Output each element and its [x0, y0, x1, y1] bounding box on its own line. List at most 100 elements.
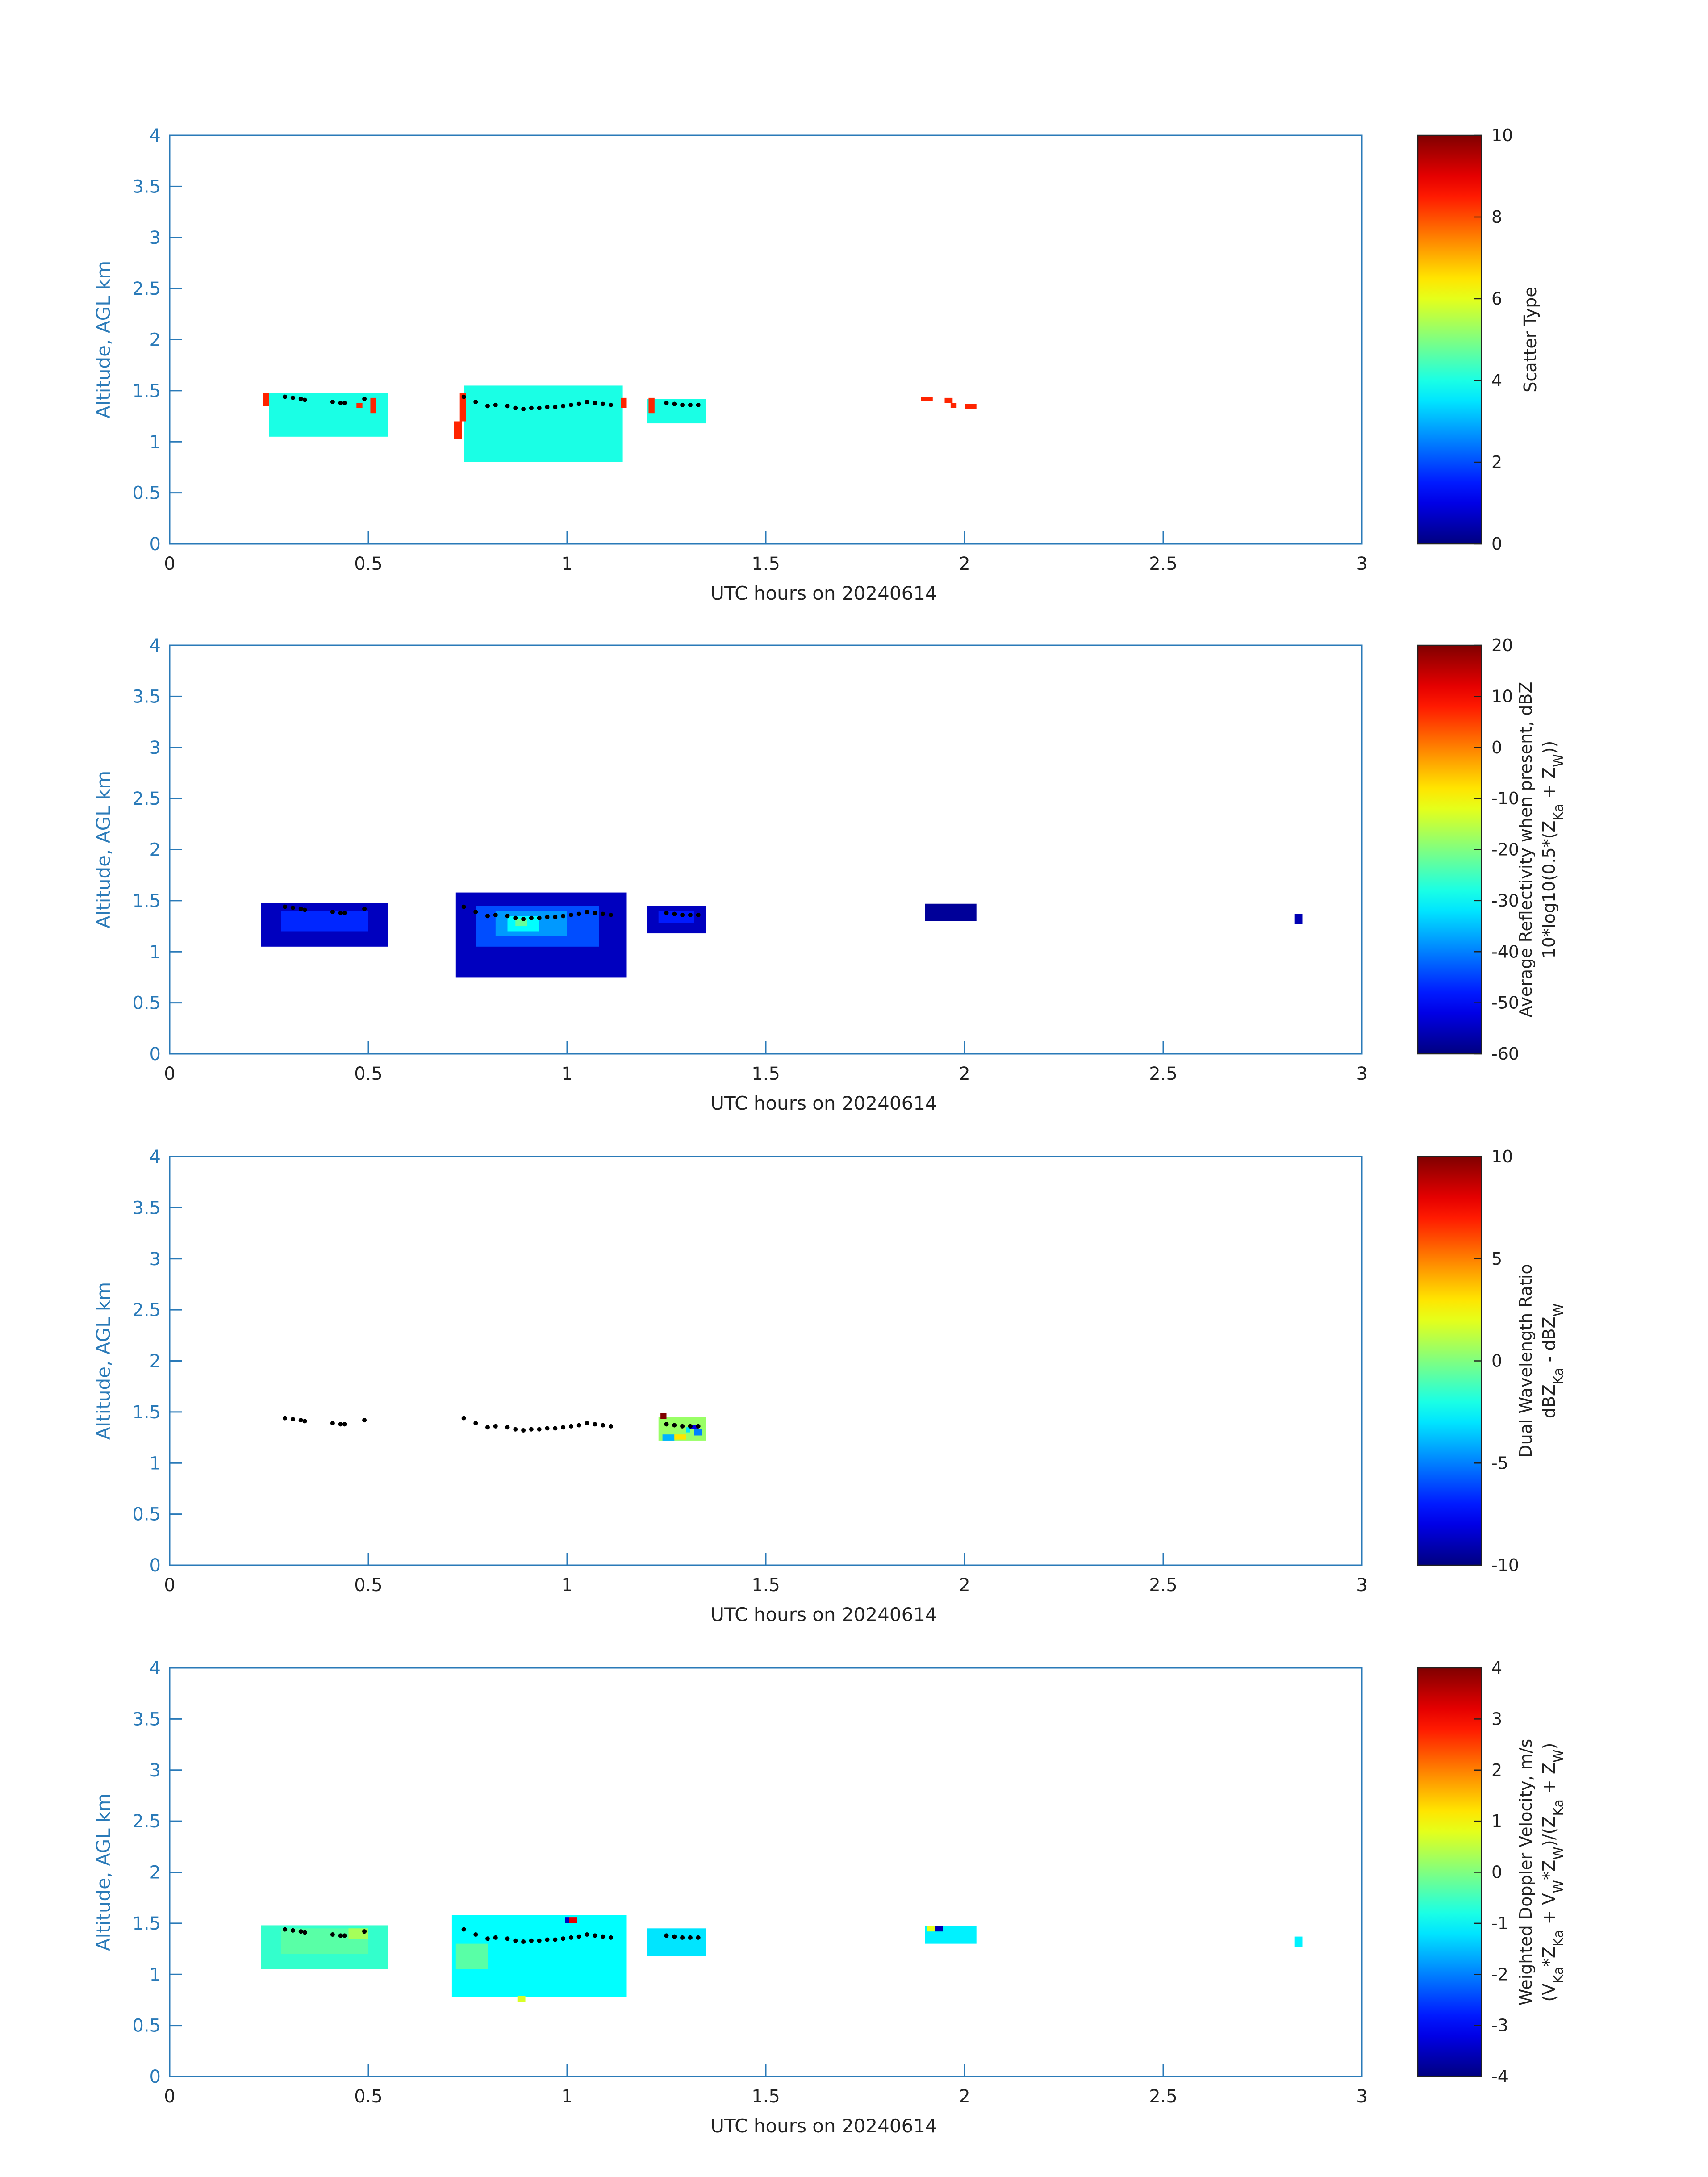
colorbar-tick-label: 0: [1491, 534, 1502, 554]
data-cell: [459, 393, 466, 422]
cloud-base-dot: [553, 1426, 558, 1431]
cloud-base-dot: [537, 1427, 542, 1432]
y-tick-label: 2: [150, 1351, 161, 1372]
x-axis-label: UTC hours on 20240614: [710, 2115, 937, 2137]
x-tick-label: 0: [164, 554, 175, 574]
cloud-base-dot: [473, 1932, 478, 1937]
data-cell: [694, 1429, 702, 1436]
cloud-base-dot: [513, 405, 518, 410]
colorbar-label: Weighted Doppler Velocity, m/s: [1516, 1739, 1536, 2006]
data-cell: [621, 397, 627, 408]
y-tick-label: 3.5: [132, 1709, 161, 1730]
y-tick-label: 0.5: [132, 483, 161, 504]
data-cell: [370, 397, 376, 414]
cloud-base-dot: [485, 914, 490, 919]
cloud-base-dot: [290, 395, 295, 400]
cloud-base-dot: [283, 394, 288, 399]
cloud-base-dot: [473, 400, 478, 405]
colorbar-tick-label: -3: [1491, 2016, 1508, 2035]
cloud-base-dot: [461, 904, 466, 909]
cloud-base-dot: [461, 394, 466, 399]
colorbar-gradient: [1418, 1157, 1482, 1565]
colorbar-tick-label: -60: [1491, 1044, 1519, 1064]
cloud-base-dot: [342, 1933, 347, 1938]
cloud-base-dot: [568, 1935, 573, 1940]
cloud-base-dot: [672, 1423, 677, 1428]
cloud-base-dot: [338, 401, 343, 405]
panel-1: 0 0.5 1 1.5 2 2.5 3 3.5 4 0 0.5 1 1.5 2 2.5 3 UTC hours …: [92, 125, 1540, 604]
colorbar-tick-label: -1: [1491, 1914, 1508, 1933]
cloud-base-dot: [283, 904, 288, 909]
data-cell: [454, 421, 462, 439]
cloud-base-dot: [461, 1927, 466, 1932]
data-cell: [944, 397, 953, 403]
cloud-base-dot: [330, 1932, 335, 1937]
colorbar-gradient: [1418, 1668, 1482, 2077]
x-tick-label: 0.5: [354, 1575, 383, 1596]
cloud-base-dot: [593, 1422, 597, 1427]
cloud-base-dot: [601, 911, 606, 916]
cloud-base-dot: [664, 401, 669, 405]
data-cell: [660, 1413, 667, 1419]
y-tick-label: 1: [150, 1964, 161, 1985]
cloud-base-dot: [298, 1929, 303, 1934]
cloud-base-dot: [688, 402, 693, 407]
x-axis-label: UTC hours on 20240614: [710, 1092, 937, 1114]
colorbar-tick-label: 2: [1491, 452, 1502, 472]
cloud-base-dot: [362, 907, 367, 911]
cloud-base-dot: [664, 1422, 669, 1427]
y-tick-label: 2: [150, 840, 161, 861]
colorbar-tick-label: -40: [1491, 942, 1519, 961]
data-cell: [356, 403, 363, 408]
cloud-base-dot: [696, 1424, 701, 1429]
cloud-base-dot: [521, 1939, 526, 1944]
cloud-base-dot: [362, 1418, 367, 1423]
cloud-base-dot: [485, 1936, 490, 1941]
cloud-base-dot: [342, 1422, 347, 1427]
cloud-base-dot: [561, 1936, 566, 1941]
cloud-base-dot: [342, 401, 347, 405]
data-region: [925, 903, 977, 921]
cloud-base-dot: [601, 1423, 606, 1428]
x-tick-label: 2: [959, 1575, 970, 1596]
y-tick-label: 1.5: [132, 891, 161, 911]
x-axis-label: UTC hours on 20240614: [710, 582, 937, 604]
cloud-base-dot: [473, 1421, 478, 1426]
colorbar-label: (VKa*ZKa + VW*ZW)/(ZKa + ZW): [1539, 1743, 1566, 2002]
x-tick-label: 1.5: [752, 1575, 780, 1596]
colorbar-tick-label: -30: [1491, 891, 1519, 911]
y-tick-label: 0: [150, 534, 161, 555]
data-cell: [281, 911, 368, 932]
data-cell: [686, 1427, 690, 1433]
x-tick-label: 2: [959, 554, 970, 574]
cloud-base-dot: [302, 397, 307, 402]
cloud-base-dot: [302, 907, 307, 912]
y-tick-label: 3: [150, 228, 161, 248]
colorbar-frame: [1417, 134, 1482, 545]
cloud-base-dot: [553, 405, 558, 409]
x-tick-label: 2.5: [1149, 1575, 1178, 1596]
cloud-base-dot: [585, 400, 589, 405]
cloud-base-dot: [461, 1416, 466, 1421]
data-cell: [263, 393, 269, 406]
cloud-base-dot: [283, 1927, 288, 1932]
x-tick-label: 1: [561, 2086, 572, 2107]
x-tick-label: 2.5: [1149, 2086, 1178, 2107]
cloud-base-dot: [593, 1933, 597, 1938]
x-tick-label: 1: [561, 1575, 572, 1596]
cloud-base-dot: [513, 1427, 518, 1432]
cloud-base-dot: [473, 910, 478, 915]
cloud-base-dot: [330, 1421, 335, 1426]
x-tick-label: 0.5: [354, 1064, 383, 1084]
cloud-base-dot: [680, 402, 685, 407]
x-tick-label: 0: [164, 2086, 175, 2107]
colorbar: -4 -3 -2 -1 0 1 2 3 4 Weighted Doppler Velocity, …: [1417, 1658, 1566, 2086]
axes-frame: [169, 1156, 1363, 1566]
y-tick-label: 4: [150, 1658, 161, 1679]
cloud-base-dot: [342, 911, 347, 915]
cloud-base-dot: [545, 405, 550, 409]
y-tick-label: 2: [150, 330, 161, 351]
x-tick-label: 0.5: [354, 2086, 383, 2107]
cloud-base-dot: [593, 401, 597, 405]
cloud-base-dot: [608, 1424, 613, 1429]
